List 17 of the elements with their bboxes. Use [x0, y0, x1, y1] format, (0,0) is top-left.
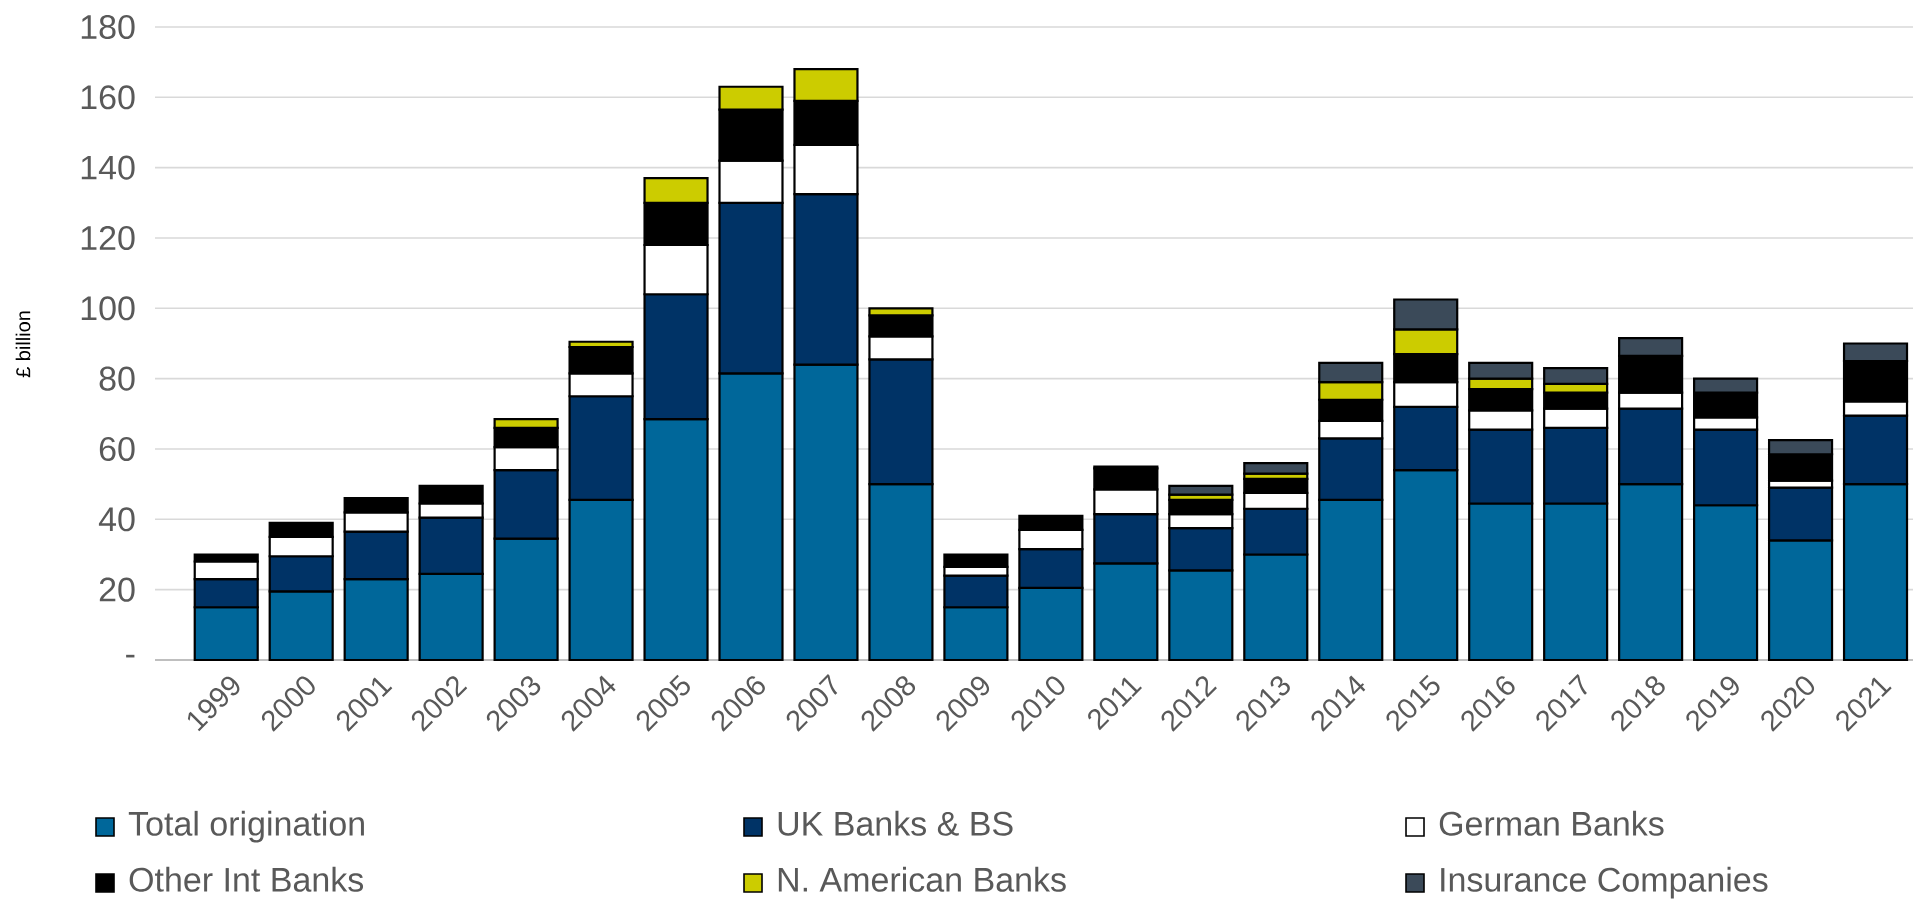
y-tick-label: 140 [81, 155, 135, 180]
y-tick-label: - [126, 654, 135, 658]
legend-label: German Banks [1439, 810, 1664, 836]
y-tick-label: 60 [99, 436, 135, 462]
y-tick-label: 20 [99, 577, 135, 602]
legend-label: Insurance Companies [1441, 866, 1768, 899]
y-tick-label: 180 [81, 14, 135, 40]
y-tick-label: 160 [81, 85, 135, 110]
y-axis-title: £ billion [15, 311, 31, 378]
legend-label: Total origination [128, 810, 364, 843]
y-tick-label: 100 [81, 296, 135, 321]
legend-label: N. American Banks [778, 866, 1066, 892]
y-tick-label: 120 [81, 225, 135, 251]
legend-label: UK Banks & BS [778, 810, 1013, 836]
y-tick-label: 80 [99, 366, 135, 391]
y-tick-label: 40 [98, 507, 135, 532]
legend-label: Other Int Banks [129, 866, 364, 892]
